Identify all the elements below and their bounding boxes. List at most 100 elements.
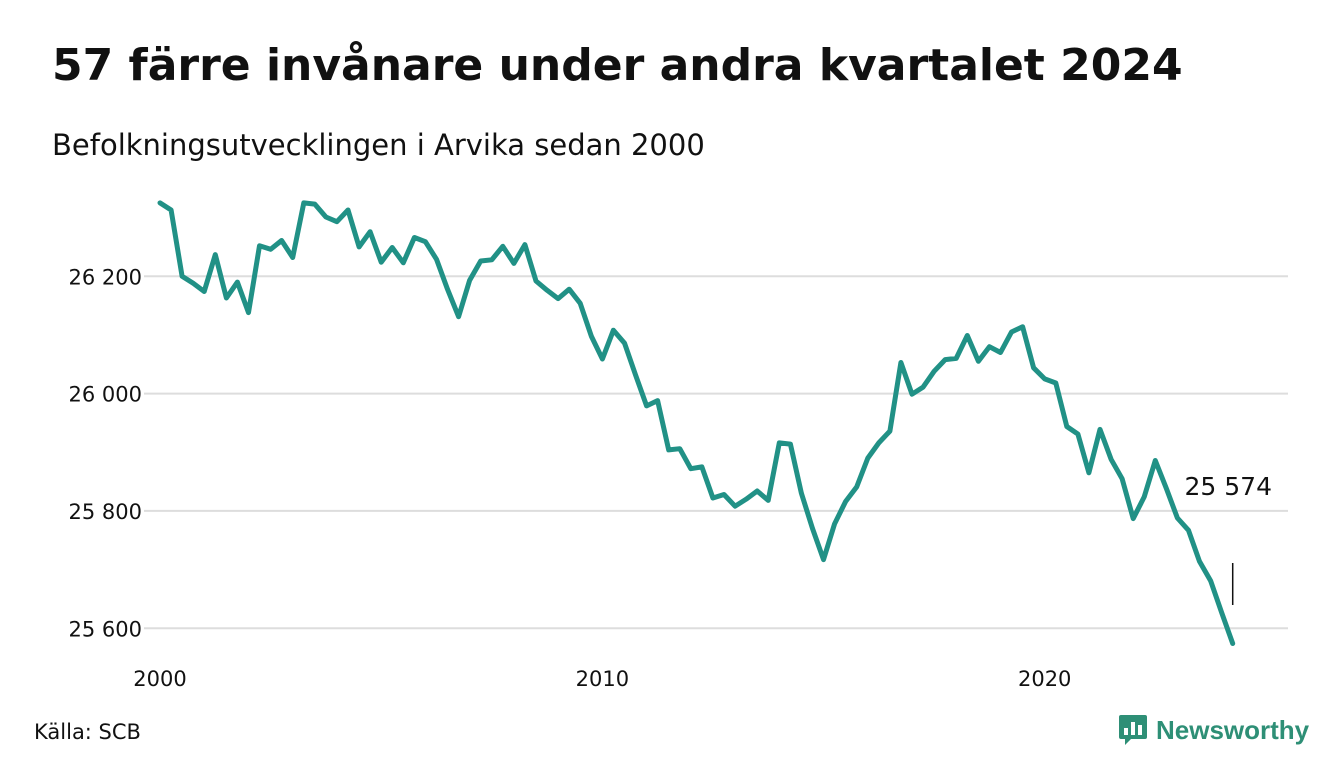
data-point bbox=[610, 327, 616, 333]
data-point bbox=[1152, 457, 1158, 463]
data-point bbox=[356, 244, 362, 250]
data-point bbox=[997, 350, 1003, 356]
y-tick-label: 26 200 bbox=[69, 265, 142, 289]
x-tick-label: 2000 bbox=[133, 667, 186, 691]
population-series-line bbox=[157, 200, 1236, 646]
data-point bbox=[411, 235, 417, 241]
data-point bbox=[445, 286, 451, 292]
data-point bbox=[1064, 423, 1070, 429]
data-point bbox=[1163, 486, 1169, 492]
data-point bbox=[765, 497, 771, 503]
data-point bbox=[677, 446, 683, 452]
brand-logo: Newsworthy bbox=[1118, 714, 1309, 746]
data-point bbox=[931, 368, 937, 374]
data-point bbox=[644, 403, 650, 409]
data-point bbox=[522, 242, 528, 248]
data-point bbox=[467, 277, 473, 283]
data-point bbox=[821, 557, 827, 563]
y-tick-label: 25 800 bbox=[69, 500, 142, 524]
data-point bbox=[1097, 426, 1103, 432]
data-point bbox=[887, 428, 893, 434]
data-point bbox=[234, 279, 240, 285]
data-point bbox=[721, 492, 727, 498]
data-point bbox=[223, 295, 229, 301]
data-point bbox=[323, 214, 329, 220]
data-point bbox=[179, 273, 185, 279]
annotation-layer: 25 574 bbox=[1185, 472, 1272, 605]
data-point bbox=[389, 245, 395, 251]
data-point bbox=[157, 200, 163, 206]
data-point bbox=[400, 260, 406, 266]
data-point bbox=[975, 358, 981, 364]
data-point bbox=[699, 464, 705, 470]
data-point bbox=[743, 496, 749, 502]
data-point bbox=[865, 455, 871, 461]
y-tick-label: 26 000 bbox=[69, 383, 142, 407]
data-point bbox=[566, 286, 572, 292]
data-point bbox=[1042, 376, 1048, 382]
data-point bbox=[544, 287, 550, 293]
data-point bbox=[245, 310, 251, 316]
y-axis-ticks: 25 600 25 800 26 000 26 200 bbox=[69, 265, 142, 641]
data-point bbox=[666, 447, 672, 453]
x-tick-label: 2010 bbox=[576, 667, 629, 691]
data-point bbox=[577, 300, 583, 306]
data-point bbox=[1108, 456, 1114, 462]
data-point bbox=[290, 254, 296, 260]
data-point bbox=[511, 260, 517, 266]
brand-name: Newsworthy bbox=[1156, 714, 1310, 745]
data-point bbox=[1174, 515, 1180, 521]
data-point bbox=[555, 296, 561, 302]
data-point bbox=[1009, 329, 1015, 335]
data-point bbox=[533, 278, 539, 284]
source-label: Källa: SCB bbox=[34, 720, 141, 744]
data-point bbox=[588, 333, 594, 339]
data-point bbox=[655, 398, 661, 404]
data-point bbox=[1197, 558, 1203, 564]
data-point bbox=[832, 521, 838, 527]
data-point bbox=[1119, 476, 1125, 482]
data-point bbox=[909, 391, 915, 397]
data-point bbox=[1130, 516, 1136, 522]
data-point bbox=[854, 484, 860, 490]
data-point bbox=[964, 333, 970, 339]
data-point bbox=[942, 357, 948, 363]
data-point bbox=[1219, 609, 1225, 615]
chart-title: 57 färre invånare under andra kvartalet … bbox=[52, 40, 1183, 91]
data-point bbox=[478, 258, 484, 264]
data-point bbox=[920, 384, 926, 390]
newsworthy-chart-bubble-icon bbox=[1119, 715, 1147, 745]
data-point bbox=[599, 356, 605, 362]
data-point bbox=[367, 229, 373, 235]
series-layer bbox=[157, 200, 1236, 647]
data-point bbox=[809, 526, 815, 532]
data-point bbox=[500, 243, 506, 249]
chart-subtitle: Befolkningsutvecklingen i Arvika sedan 2… bbox=[52, 128, 705, 162]
data-point bbox=[754, 488, 760, 494]
data-point bbox=[268, 246, 274, 252]
x-tick-label: 2020 bbox=[1018, 667, 1071, 691]
data-point bbox=[456, 314, 462, 320]
data-point bbox=[257, 243, 263, 249]
data-point bbox=[433, 256, 439, 262]
data-point bbox=[201, 289, 207, 295]
data-point bbox=[190, 280, 196, 286]
data-point bbox=[1141, 494, 1147, 500]
data-point bbox=[688, 466, 694, 472]
data-point bbox=[1208, 578, 1214, 584]
data-point bbox=[953, 355, 959, 361]
data-point bbox=[1230, 641, 1236, 647]
data-point bbox=[898, 360, 904, 366]
data-point bbox=[422, 239, 428, 245]
data-point bbox=[633, 372, 639, 378]
data-point bbox=[1086, 470, 1092, 476]
data-point bbox=[876, 440, 882, 446]
data-point bbox=[1075, 431, 1081, 437]
data-point bbox=[301, 200, 307, 206]
data-point bbox=[312, 201, 318, 207]
data-point bbox=[621, 340, 627, 346]
x-axis-ticks: 2000 2010 2020 bbox=[133, 667, 1071, 691]
data-point bbox=[1020, 324, 1026, 330]
data-point bbox=[710, 495, 716, 501]
